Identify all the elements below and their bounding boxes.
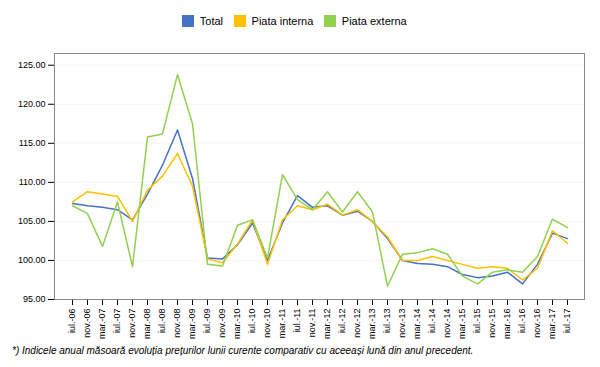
svg-text:nov.-06: nov.-06 — [82, 308, 92, 337]
svg-text:iul.-06: iul.-06 — [67, 308, 77, 333]
svg-text:nov.-16: nov.-16 — [532, 308, 542, 337]
svg-text:nov.-11: nov.-11 — [307, 308, 317, 337]
svg-text:100.00: 100.00 — [18, 255, 46, 265]
svg-text:mar.-09: mar.-09 — [187, 308, 197, 339]
svg-text:nov.-10: nov.-10 — [262, 308, 272, 337]
svg-text:mar.-17: mar.-17 — [547, 308, 557, 339]
svg-text:nov.-14: nov.-14 — [442, 308, 452, 337]
html-text:*) Indicele anual măsoară evol: *) Indicele anual măsoară evoluția prețu… — [12, 344, 474, 356]
html-text:Total: Total — [199, 14, 224, 27]
svg-text:iul.-15: iul.-15 — [472, 308, 482, 333]
svg-text:115.00: 115.00 — [19, 138, 46, 148]
svg-text:mar.-12: mar.-12 — [322, 308, 332, 339]
svg-text:iul.-08: iul.-08 — [157, 308, 167, 333]
svg-text:mar.-08: mar.-08 — [142, 308, 152, 339]
html-text:Piata interna: Piata interna — [251, 14, 314, 27]
svg-text:iul.-09: iul.-09 — [202, 308, 212, 333]
svg-text:iul.-14: iul.-14 — [427, 308, 437, 333]
svg-text:mar.-14: mar.-14 — [412, 308, 422, 339]
svg-text:105.00: 105.00 — [18, 216, 46, 226]
svg-text:nov.-13: nov.-13 — [397, 308, 407, 337]
svg-text:mar.-16: mar.-16 — [502, 308, 512, 339]
svg-text:120.00: 120.00 — [18, 99, 46, 109]
svg-text:iul.-13: iul.-13 — [382, 308, 392, 333]
svg-text:125.00: 125.00 — [18, 60, 46, 70]
svg-text:mar.-10: mar.-10 — [232, 308, 242, 339]
svg-text:iul.-11: iul.-11 — [292, 308, 302, 332]
svg-text:nov.-07: nov.-07 — [127, 308, 137, 337]
html-text:Piata externa: Piata externa — [341, 14, 407, 27]
svg-text:mar.-13: mar.-13 — [367, 308, 377, 339]
svg-text:95.00: 95.00 — [23, 294, 46, 304]
svg-text:iul.-17: iul.-17 — [562, 308, 572, 333]
svg-text:mar.-07: mar.-07 — [97, 308, 107, 339]
svg-text:iul.-07: iul.-07 — [112, 308, 122, 333]
svg-text:iul.-12: iul.-12 — [337, 308, 347, 333]
svg-text:nov.-08: nov.-08 — [172, 308, 182, 337]
svg-text:110.00: 110.00 — [19, 177, 46, 187]
svg-text:iul.-10: iul.-10 — [247, 308, 257, 333]
svg-text:mar.-11: mar.-11 — [277, 308, 287, 338]
svg-text:iul.-16: iul.-16 — [517, 308, 527, 333]
svg-text:nov.-09: nov.-09 — [217, 308, 227, 337]
svg-text:nov.-15: nov.-15 — [487, 308, 497, 337]
svg-text:mar.-15: mar.-15 — [457, 308, 467, 339]
svg-text:nov.-12: nov.-12 — [352, 308, 362, 337]
